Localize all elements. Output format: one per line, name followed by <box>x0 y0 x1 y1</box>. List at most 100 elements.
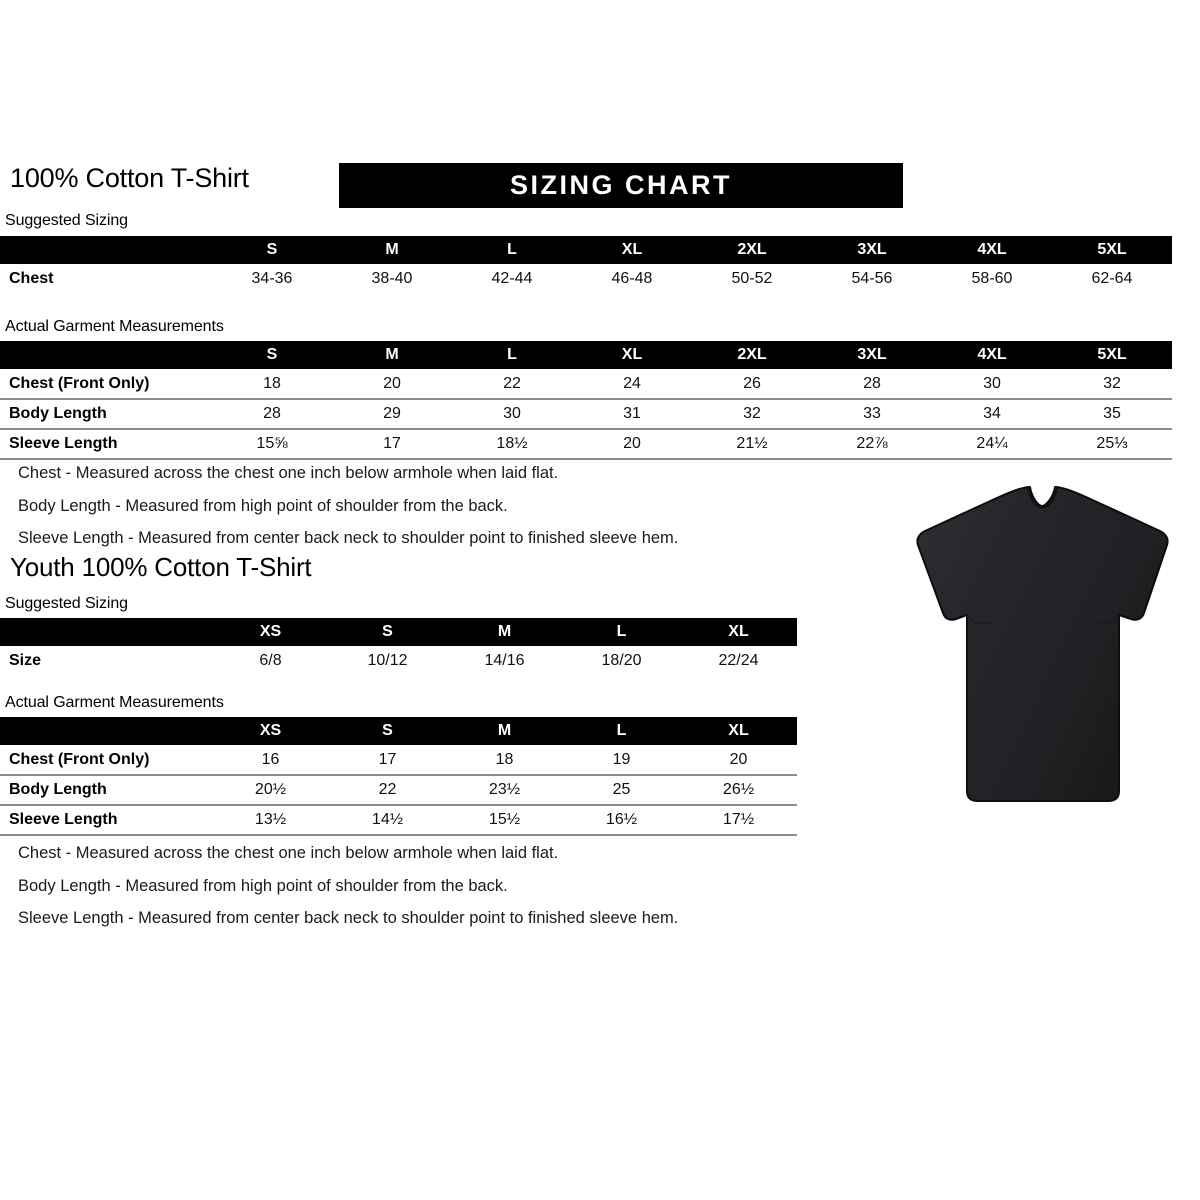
cell-chest-xl: 46-48 <box>611 270 653 287</box>
youth-section-title: Youth 100% Cotton T-Shirt <box>10 552 312 582</box>
note-body-length: Body Length - Measured from high point o… <box>18 496 508 515</box>
cell-chestfront-s: 18 <box>212 369 332 400</box>
cell-sleevelength-4xl: 24¼ <box>932 429 1052 460</box>
table-row: Sleeve Length 15⅝ 17 18½ 20 21½ 22⅞ 24¼ … <box>0 429 1172 460</box>
cell-chest-5xl: 62-64 <box>1091 270 1133 287</box>
cell-bodylength-m: 23½ <box>446 775 563 806</box>
table-row: Sleeve Length 13½ 14½ 15½ 16½ 17½ <box>0 805 797 836</box>
cell-bodylength-m: 29 <box>332 399 452 430</box>
cell-chestfront-m: 20 <box>332 369 452 400</box>
cell-bodylength-xl: 31 <box>572 399 692 430</box>
table-row: Body Length 20½ 22 23½ 25 26½ <box>0 775 797 806</box>
cell-chest-2xl: 50-52 <box>731 270 773 287</box>
row-label-body-length: Body Length <box>0 399 212 430</box>
table-header-row: S M L XL 2XL 3XL 4XL 5XL <box>0 341 1172 369</box>
column-header-l: L <box>616 722 627 739</box>
cell-chestfront-l: 19 <box>563 745 680 776</box>
cell-sleevelength-l: 18½ <box>452 429 572 460</box>
cell-sleevelength-xl: 17½ <box>680 805 797 836</box>
column-header-xl: XL <box>728 722 749 739</box>
adult-suggested-sizing-label: Suggested Sizing <box>5 212 128 229</box>
cell-chestfront-m: 18 <box>446 745 563 776</box>
column-header-4xl: 4XL <box>977 241 1007 258</box>
adult-measurement-notes: Chest - Measured across the chest one in… <box>18 465 678 563</box>
cell-chestfront-xl: 24 <box>572 369 692 400</box>
row-label-sleeve-length: Sleeve Length <box>0 429 212 460</box>
tshirt-icon <box>916 486 1169 802</box>
cell-chest-3xl: 54-56 <box>851 270 893 287</box>
cell-chestfront-3xl: 28 <box>812 369 932 400</box>
column-header-xl: XL <box>621 241 643 258</box>
table-header-row: S M L XL 2XL 3XL 4XL 5XL <box>0 236 1172 264</box>
cell-size-xl: 22/24 <box>718 652 759 669</box>
cell-size-s: 10/12 <box>367 652 408 669</box>
column-header-s: S <box>382 623 393 640</box>
column-header-s: S <box>382 722 393 739</box>
cell-chest-l: 42-44 <box>491 270 533 287</box>
column-header-l: L <box>507 346 517 363</box>
sizing-chart-banner-text: SIZING CHART <box>510 170 732 200</box>
column-header-xl: XL <box>621 346 643 363</box>
cell-bodylength-l: 25 <box>563 775 680 806</box>
youth-measurement-notes: Chest - Measured across the chest one in… <box>18 845 678 943</box>
column-header-4xl: 4XL <box>977 346 1007 363</box>
note-body-length: Body Length - Measured from high point o… <box>18 876 508 895</box>
table-header-row: XS S M L XL <box>0 618 797 646</box>
cell-chestfront-l: 22 <box>452 369 572 400</box>
cell-bodylength-5xl: 35 <box>1052 399 1172 430</box>
cell-sleevelength-2xl: 21½ <box>692 429 812 460</box>
row-label-chest: Chest <box>9 270 54 287</box>
column-header-s: S <box>266 241 278 258</box>
cell-sleevelength-m: 15½ <box>446 805 563 836</box>
row-label-sleeve-length: Sleeve Length <box>0 805 212 836</box>
column-header-m: M <box>385 346 399 363</box>
row-label-size: Size <box>9 652 42 669</box>
adult-suggested-sizing-table: S M L XL 2XL 3XL 4XL 5XL Chest 34-36 38-… <box>0 236 1172 294</box>
youth-actual-measurements-table: XS S M L XL Chest (Front Only) 16 17 18 … <box>0 717 797 836</box>
column-header-3xl: 3XL <box>857 346 887 363</box>
column-header-2xl: 2XL <box>737 346 767 363</box>
column-header-s: S <box>266 346 278 363</box>
cell-size-l: 18/20 <box>601 652 642 669</box>
cell-sleevelength-l: 16½ <box>563 805 680 836</box>
adult-section-title: 100% Cotton T-Shirt <box>10 163 249 193</box>
sizing-chart-banner: SIZING CHART <box>339 163 903 208</box>
column-header-5xl: 5XL <box>1097 241 1127 258</box>
cell-bodylength-s: 22 <box>329 775 446 806</box>
cell-sleevelength-s: 14½ <box>329 805 446 836</box>
cell-bodylength-s: 28 <box>212 399 332 430</box>
column-header-l: L <box>616 623 627 640</box>
cell-bodylength-xl: 26½ <box>680 775 797 806</box>
row-label-body-length: Body Length <box>0 775 212 806</box>
cell-chest-m: 38-40 <box>371 270 413 287</box>
cell-chestfront-xl: 20 <box>680 745 797 776</box>
note-chest: Chest - Measured across the chest one in… <box>18 844 559 862</box>
cell-sleevelength-5xl: 25⅓ <box>1052 429 1172 460</box>
youth-suggested-sizing-label: Suggested Sizing <box>5 595 128 612</box>
cell-chest-s: 34-36 <box>251 270 293 287</box>
cell-sleevelength-xl: 20 <box>572 429 692 460</box>
column-header-l: L <box>507 241 517 258</box>
column-header-m: M <box>497 623 512 640</box>
note-chest: Chest - Measured across the chest one in… <box>18 464 559 482</box>
adult-actual-measurements-label: Actual Garment Measurements <box>5 318 224 335</box>
column-header-xs: XS <box>259 722 282 739</box>
column-header-3xl: 3XL <box>857 241 887 258</box>
table-row: Size 6/8 10/12 14/16 18/20 22/24 <box>0 646 797 676</box>
table-row: Chest (Front Only) 16 17 18 19 20 <box>0 745 797 776</box>
column-header-2xl: 2XL <box>737 241 767 258</box>
adult-actual-measurements-table: S M L XL 2XL 3XL 4XL 5XL Chest (Front On… <box>0 341 1172 460</box>
cell-chestfront-4xl: 30 <box>932 369 1052 400</box>
cell-sleevelength-m: 17 <box>332 429 452 460</box>
youth-actual-measurements-label: Actual Garment Measurements <box>5 694 224 711</box>
column-header-rowlabel <box>0 618 212 646</box>
row-label-chest-front-only: Chest (Front Only) <box>0 369 212 400</box>
cell-bodylength-4xl: 34 <box>932 399 1052 430</box>
tshirt-illustration <box>895 473 1190 818</box>
column-header-5xl: 5XL <box>1097 346 1127 363</box>
cell-size-xs: 6/8 <box>259 652 282 669</box>
column-header-xs: XS <box>259 623 282 640</box>
youth-suggested-sizing-table: XS S M L XL Size 6/8 10/12 14/16 18/20 2… <box>0 618 797 676</box>
column-header-m: M <box>385 241 399 258</box>
cell-sleevelength-xs: 13½ <box>212 805 329 836</box>
